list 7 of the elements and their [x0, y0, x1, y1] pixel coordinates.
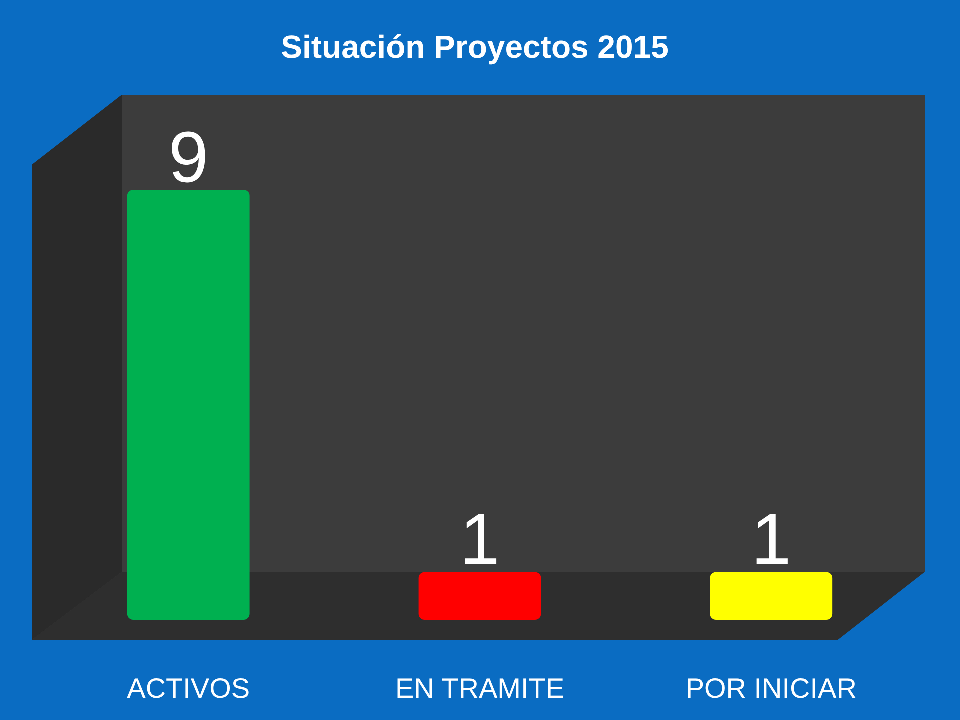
data-label: 1 [460, 500, 500, 580]
data-label: 1 [751, 500, 792, 580]
data-label: 9 [168, 118, 209, 198]
chart-title: Situación Proyectos 2015 [281, 29, 669, 65]
x-tick-label: POR INICIAR [686, 673, 857, 704]
x-tick-label: EN TRAMITE [395, 673, 565, 704]
x-tick-label: ACTIVOS [127, 673, 250, 704]
